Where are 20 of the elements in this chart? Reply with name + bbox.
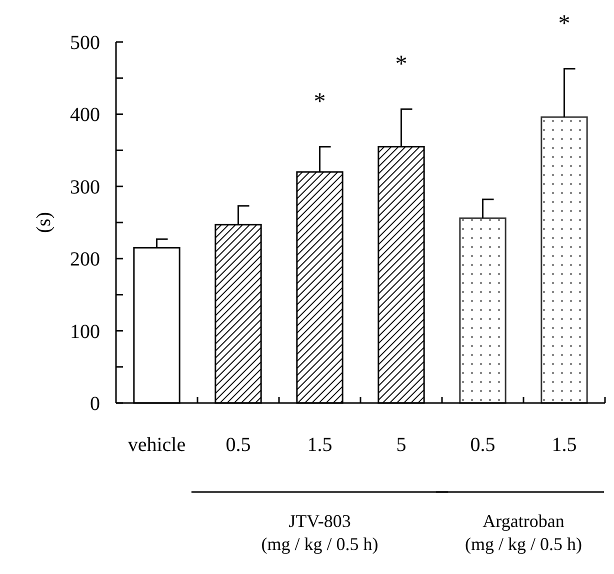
bar: [459, 217, 506, 404]
y-tick-label: 0: [90, 393, 100, 415]
y-tick-label: 500: [70, 32, 100, 54]
y-tick-label: 100: [70, 320, 100, 343]
y-tick-label: 400: [70, 104, 100, 126]
annotation: *: [314, 89, 326, 116]
x-tick-label: 1.5: [307, 434, 332, 456]
x-tick-label: 0.5: [470, 434, 496, 456]
annotation: *: [558, 11, 570, 38]
text: JTV-803 (mg / kg / 0.5 h): [261, 511, 378, 554]
y-tick-label: 200: [70, 248, 100, 271]
y-axis-title: (s): [33, 212, 55, 234]
bar: [540, 116, 588, 404]
text: Argatroban (mg / kg / 0.5 h): [465, 511, 582, 554]
x-tick-label: vehicle: [128, 434, 186, 456]
x-tick-label: 5: [396, 434, 406, 456]
y-tick-label: 300: [70, 176, 100, 198]
x-tick-label: 0.5: [226, 434, 251, 456]
x-tick-label: 1.5: [552, 434, 577, 456]
annotation: *: [395, 52, 408, 78]
